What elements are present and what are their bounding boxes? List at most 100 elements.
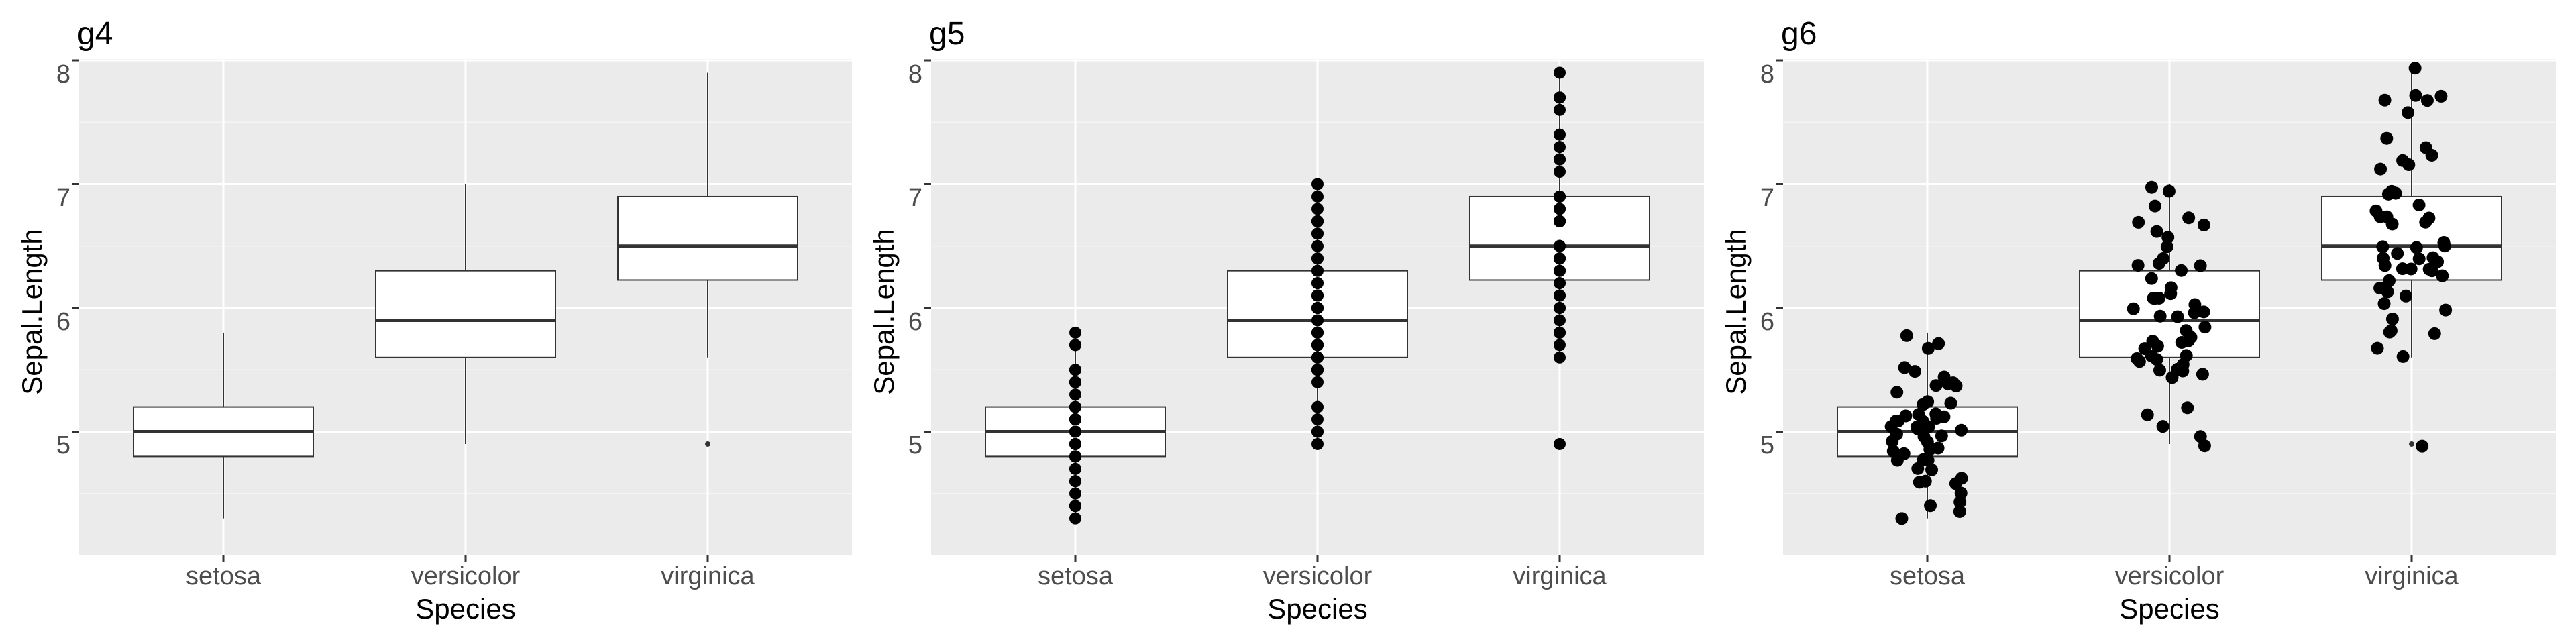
box: [375, 270, 556, 358]
data-point: [2400, 289, 2413, 303]
points-versicolor: [2127, 180, 2212, 453]
data-point: [1069, 413, 1081, 426]
data-point: [1069, 388, 1081, 401]
data-point: [2371, 341, 2384, 355]
points-virginica: [2369, 62, 2453, 453]
data-point: [1311, 413, 1324, 426]
data-point: [1311, 425, 1324, 438]
data-point: [1311, 190, 1324, 203]
data-point: [1921, 395, 1935, 409]
x-tick-label-setosa: setosa: [1890, 562, 1966, 590]
data-point: [1554, 166, 1566, 178]
data-point: [2171, 310, 2184, 323]
data-point: [2181, 401, 2194, 415]
data-point: [1311, 227, 1324, 240]
chart-panel-g6: g6 setosa versicolor virginica 5 6 7 8 S…: [1720, 16, 2556, 625]
y-tick-label-6: 6: [908, 308, 922, 336]
data-point: [2402, 158, 2416, 172]
y-tick-label-5: 5: [56, 431, 70, 460]
data-point: [1311, 302, 1324, 314]
data-point: [1895, 512, 1909, 525]
data-point: [1884, 420, 1898, 433]
data-point: [2410, 241, 2423, 254]
data-point: [2381, 285, 2394, 299]
y-tick-label-8: 8: [1760, 60, 1774, 89]
data-point: [2374, 162, 2387, 176]
data-point: [2132, 215, 2145, 229]
y-tick-label-7: 7: [56, 184, 70, 212]
y-axis-title: Sepal.Length: [1720, 229, 1752, 395]
data-point: [2383, 274, 2396, 287]
data-point: [1311, 203, 1324, 215]
data-point: [1554, 239, 1566, 252]
data-point: [1899, 409, 1913, 423]
data-point: [2157, 252, 2170, 265]
y-tick-label-8: 8: [908, 60, 922, 89]
data-point: [2145, 180, 2158, 194]
data-point: [1886, 445, 1900, 458]
x-tick-label-setosa: setosa: [1038, 562, 1114, 590]
data-point: [1311, 178, 1324, 191]
chart-panel-g4: g4 setosa versicolor virginica 5 6 7 8 S…: [16, 16, 852, 625]
data-point: [2389, 186, 2402, 200]
data-point: [1069, 376, 1081, 388]
data-point: [2385, 312, 2399, 325]
data-point: [2153, 309, 2167, 323]
box: [2079, 270, 2260, 358]
data-point: [1955, 472, 1968, 485]
data-point: [1911, 422, 1925, 435]
data-point: [2396, 262, 2409, 276]
points-versicolor: [1311, 178, 1324, 450]
data-point: [2160, 240, 2174, 254]
data-point: [1554, 351, 1566, 364]
data-point: [1924, 499, 1937, 513]
data-point: [1069, 339, 1081, 352]
data-point: [2162, 184, 2176, 198]
data-point: [2148, 199, 2161, 213]
data-point: [2194, 259, 2207, 272]
data-point: [1311, 437, 1324, 450]
data-point: [2422, 211, 2436, 225]
data-point: [1932, 337, 1945, 350]
outlier-point: [705, 441, 710, 447]
data-point: [2176, 364, 2190, 378]
x-tick-label-virginica: virginica: [661, 562, 755, 590]
data-point: [2412, 198, 2426, 211]
data-point: [2197, 305, 2210, 319]
data-point: [1311, 400, 1324, 413]
data-point: [2156, 420, 2169, 433]
x-tick-label-versicolor: versicolor: [2115, 562, 2224, 590]
data-point: [2409, 89, 2422, 102]
y-axis-title: Sepal.Length: [868, 229, 900, 395]
data-point: [2412, 252, 2426, 266]
x-tick-label-versicolor: versicolor: [411, 562, 521, 590]
y-tick-label-7: 7: [1760, 184, 1774, 212]
data-point: [2377, 252, 2390, 265]
data-point: [1941, 377, 1955, 390]
data-point: [2175, 264, 2188, 277]
boxplot-versicolor: [2079, 184, 2260, 444]
data-point: [2439, 303, 2453, 317]
data-point: [1069, 364, 1081, 376]
data-point: [1931, 441, 1945, 455]
data-point: [1069, 512, 1081, 525]
data-point: [2425, 148, 2438, 162]
data-point: [1311, 277, 1324, 290]
data-point: [1922, 420, 1935, 433]
data-point: [1554, 289, 1566, 302]
data-point: [1921, 341, 1935, 355]
data-point: [1311, 339, 1324, 352]
data-point: [1912, 408, 1925, 421]
data-point: [2182, 334, 2195, 347]
data-point: [1908, 365, 1921, 378]
data-point: [1069, 475, 1081, 488]
data-point: [2416, 439, 2429, 453]
data-point: [2377, 297, 2391, 311]
y-tick-label-5: 5: [908, 431, 922, 460]
data-point: [1311, 351, 1324, 364]
data-point: [1554, 264, 1566, 277]
data-point: [2161, 231, 2175, 244]
data-point: [1554, 91, 1566, 104]
data-point: [2198, 321, 2212, 334]
